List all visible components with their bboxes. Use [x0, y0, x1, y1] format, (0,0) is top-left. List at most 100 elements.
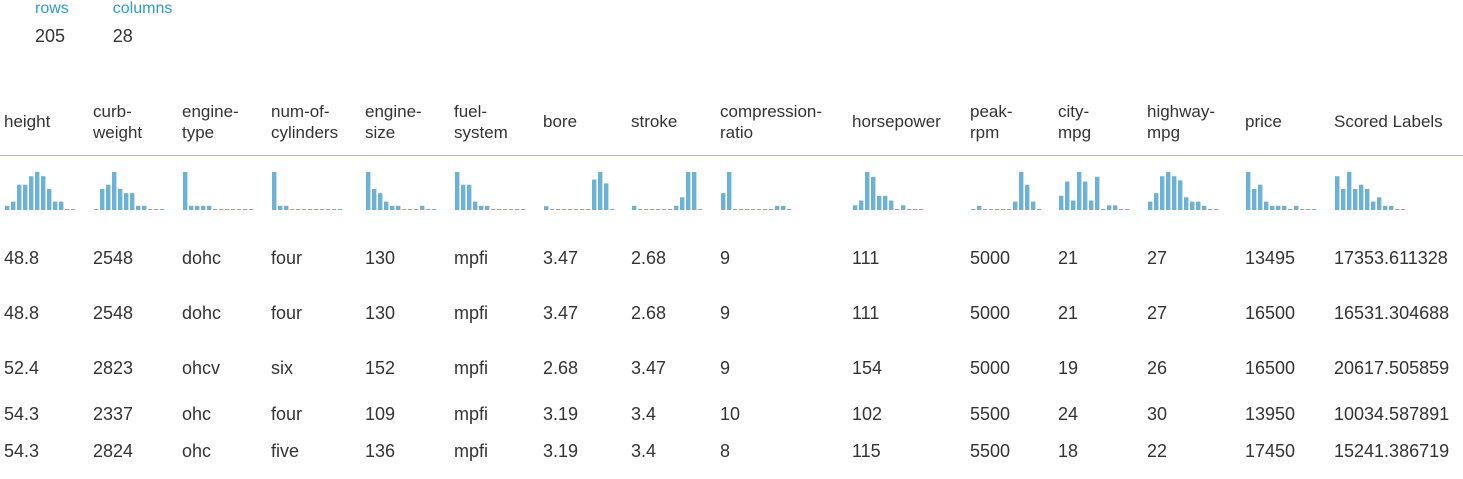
- histogram-bar: [1389, 205, 1394, 210]
- column-header-curb-weight[interactable]: curb- weight: [93, 101, 143, 142]
- histogram-chart: [1059, 172, 1130, 210]
- histogram-bar: [1071, 200, 1076, 210]
- histogram-bar: [11, 201, 16, 210]
- histogram-stroke[interactable]: [627, 170, 716, 227]
- histogram-bar: [1395, 209, 1400, 210]
- histogram-bar: [219, 209, 224, 210]
- histogram-bar: [865, 172, 870, 210]
- histogram-bar: [1202, 205, 1207, 210]
- histogram-engine-type[interactable]: [178, 170, 267, 227]
- column-header-num-of-cylinders[interactable]: num-of- cylinders: [271, 101, 339, 142]
- cell-peak-rpm: 5000: [970, 303, 1011, 323]
- histogram-bar: [53, 201, 58, 210]
- data-grid: height curb- weight engine- type num-of- cy…: [0, 88, 1463, 227]
- histogram-bar: [29, 176, 34, 210]
- column-header-engine-type[interactable]: engine- type: [182, 101, 239, 142]
- histogram-city-mpg[interactable]: [1054, 170, 1143, 227]
- histogram-chart: [544, 172, 615, 210]
- histogram-bar: [41, 176, 46, 210]
- histogram-compression-ratio[interactable]: [716, 170, 848, 227]
- cell-scored-labels: 15241.386719: [1334, 441, 1450, 461]
- histogram-bar: [650, 209, 655, 210]
- column-header-engine-size[interactable]: engine- size: [365, 101, 422, 142]
- histogram-bar: [414, 209, 419, 210]
- histogram-bar: [1154, 193, 1159, 210]
- column-header-price[interactable]: price: [1245, 112, 1282, 131]
- cell-num-of-cylinders: four: [271, 303, 303, 323]
- histogram-bar: [326, 209, 331, 210]
- histogram-bar: [195, 205, 200, 210]
- cell-engine-size: 136: [365, 441, 396, 461]
- histogram-bar: [989, 209, 994, 210]
- cell-scored-labels: 17353.611328: [1334, 248, 1448, 268]
- histogram-bar: [769, 209, 774, 210]
- histogram-scored-labels[interactable]: [1330, 170, 1461, 227]
- cell-bore: 3.47: [543, 248, 579, 268]
- histogram-bar: [781, 205, 786, 210]
- column-header-scored-labels[interactable]: Scored Labels: [1334, 112, 1443, 131]
- columns-label: columns: [112, 0, 173, 17]
- cell-curb-weight: 2824: [93, 441, 134, 461]
- cell-horsepower: 111: [852, 248, 880, 268]
- column-header-compression-ratio[interactable]: compression- ratio: [720, 101, 823, 142]
- column-header-highway-mpg[interactable]: highway- mpg: [1147, 101, 1216, 142]
- histogram-bar: [23, 184, 28, 210]
- cell-highway-mpg: 27: [1147, 303, 1168, 323]
- cell-curb-weight: 2548: [93, 248, 134, 268]
- histogram-price[interactable]: [1241, 170, 1330, 227]
- histogram-bar: [1083, 181, 1088, 210]
- histogram-bar: [668, 209, 673, 210]
- histogram-chart: [1148, 172, 1219, 210]
- histogram-bar: [189, 205, 194, 210]
- histogram-peak-rpm[interactable]: [966, 170, 1054, 227]
- column-header-fuel-system[interactable]: fuel- system: [454, 101, 508, 142]
- column-header-horsepower[interactable]: horsepower: [852, 112, 941, 131]
- histogram-chart: [366, 172, 437, 210]
- histogram-curb-weight[interactable]: [89, 170, 178, 227]
- histogram-bar: [901, 205, 906, 210]
- histogram-bar: [183, 172, 188, 210]
- cell-horsepower: 102: [852, 404, 883, 424]
- column-header-bore[interactable]: bore: [543, 112, 578, 131]
- histogram-bar: [1383, 205, 1388, 210]
- table-row[interactable]: 52.4 2823 ohcv six 152 mpfi 2.68 3.47 9 154 5000 19…: [0, 358, 1463, 379]
- cell-horsepower: 115: [852, 441, 881, 461]
- histogram-bar: [1214, 209, 1219, 210]
- table-row[interactable]: 48.8 2548 dohc four 130 mpfi 3.47 2.68 9 111 5000 2…: [0, 248, 1463, 269]
- cell-fuel-system: mpfi: [454, 404, 489, 424]
- cell-compression-ratio: 9: [720, 303, 731, 323]
- column-header-city-mpg[interactable]: city- mpg: [1058, 101, 1092, 142]
- histogram-bar: [1065, 181, 1070, 210]
- table-row[interactable]: 54.3 2337 ohc four 109 mpfi 3.19 3.4 10 102 5500 24…: [0, 404, 1463, 425]
- histogram-bar: [1264, 201, 1269, 210]
- histogram-fuel-system[interactable]: [450, 170, 539, 227]
- histogram-bar: [763, 209, 768, 210]
- cell-scored-labels: 20617.505859: [1334, 358, 1450, 378]
- histogram-num-of-cylinders[interactable]: [267, 170, 361, 227]
- column-header-height[interactable]: height: [4, 112, 51, 131]
- column-header-stroke[interactable]: stroke: [631, 112, 678, 131]
- histogram-bar: [733, 209, 738, 210]
- histogram-highway-mpg[interactable]: [1143, 170, 1241, 227]
- column-header-peak-rpm[interactable]: peak- rpm: [970, 101, 1013, 142]
- histogram-horsepower[interactable]: [848, 170, 966, 227]
- histogram-engine-size[interactable]: [361, 170, 450, 227]
- histogram-bar: [1089, 200, 1094, 210]
- histogram-bar: [1113, 205, 1118, 210]
- histogram-bar: [1019, 172, 1024, 210]
- histogram-chart: [971, 172, 1042, 210]
- table-row[interactable]: 48.8 2548 dohc four 130 mpfi 3.47 2.68 9 111 5000 2…: [0, 303, 1463, 324]
- histogram-bore[interactable]: [539, 170, 627, 227]
- histogram-bar: [983, 209, 988, 210]
- histogram-bar: [420, 205, 425, 210]
- cell-engine-type: ohcv: [182, 358, 221, 378]
- histogram-bar: [1294, 205, 1299, 210]
- table-row[interactable]: 54.3 2824 ohc five 136 mpfi 3.19 3.4 8 115 5500 18 2…: [0, 441, 1463, 462]
- histogram-height[interactable]: [0, 170, 89, 227]
- histogram-bar: [366, 172, 371, 210]
- cell-height: 48.8: [4, 303, 40, 323]
- cell-city-mpg: 18: [1058, 441, 1079, 461]
- rows-label: rows: [35, 0, 69, 17]
- histogram-bar: [727, 172, 732, 210]
- cell-fuel-system: mpfi: [454, 358, 489, 378]
